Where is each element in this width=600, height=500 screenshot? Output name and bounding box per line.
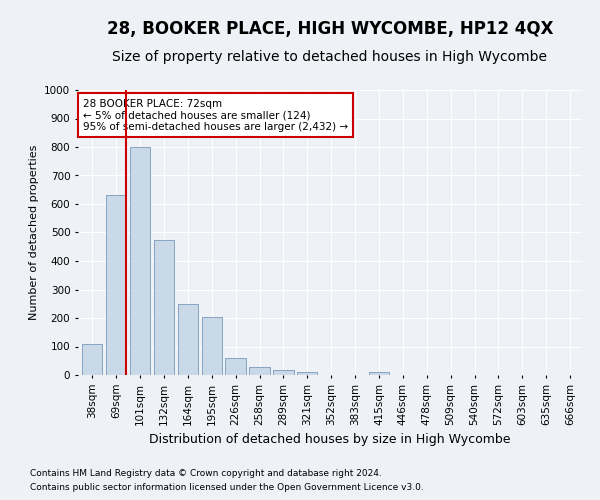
X-axis label: Distribution of detached houses by size in High Wycombe: Distribution of detached houses by size … (149, 433, 511, 446)
Text: 28, BOOKER PLACE, HIGH WYCOMBE, HP12 4QX: 28, BOOKER PLACE, HIGH WYCOMBE, HP12 4QX (107, 20, 553, 38)
Bar (273, 370, 293, 375)
Text: 28 BOOKER PLACE: 72sqm
← 5% of detached houses are smaller (124)
95% of semi-det: 28 BOOKER PLACE: 72sqm ← 5% of detached … (83, 98, 348, 132)
Bar (130, 147, 150, 375)
Bar (178, 304, 198, 375)
Bar (154, 240, 174, 375)
Bar (82, 344, 103, 375)
Bar (250, 368, 269, 375)
Y-axis label: Number of detached properties: Number of detached properties (29, 145, 38, 320)
Bar (226, 358, 246, 375)
Text: Contains HM Land Registry data © Crown copyright and database right 2024.: Contains HM Land Registry data © Crown c… (30, 468, 382, 477)
Text: Contains public sector information licensed under the Open Government Licence v3: Contains public sector information licen… (30, 484, 424, 492)
Bar (369, 372, 389, 375)
Bar (202, 317, 222, 375)
Bar (106, 196, 127, 375)
Text: Size of property relative to detached houses in High Wycombe: Size of property relative to detached ho… (113, 50, 548, 64)
Bar (297, 372, 317, 375)
